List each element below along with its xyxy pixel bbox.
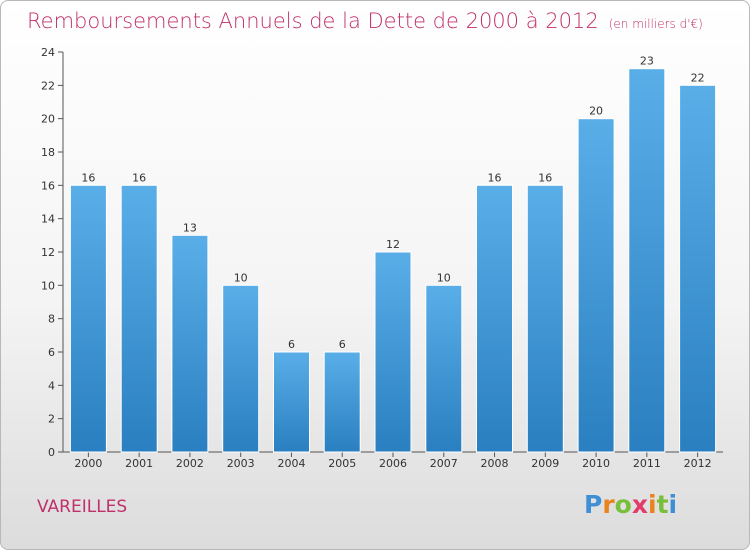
bar-2004 (273, 351, 310, 453)
bar-2009 (526, 184, 564, 453)
x-tick-label: 2011 (633, 457, 661, 470)
bar-value-label: 10 (437, 271, 451, 284)
y-tick-label: 16 (41, 179, 55, 192)
chart-unit-note: (en milliers d'€) (608, 17, 703, 31)
y-tick-label: 22 (41, 79, 55, 92)
bar-2006 (374, 251, 412, 453)
x-tick-label: 2009 (531, 457, 559, 470)
bar-value-label: 10 (234, 271, 248, 284)
x-tick-label: 2004 (277, 457, 305, 470)
proxiti-logo: Proxiti (584, 490, 678, 519)
bar-2001 (120, 184, 158, 453)
bar-2005 (323, 351, 361, 453)
y-tick-label: 10 (41, 279, 55, 292)
chart-labels: 16 2000 16 2001 13 2002 10 2003 6 2004 6 2005 12 2006… (74, 55, 711, 470)
bar-2008 (476, 184, 513, 453)
bar-value-label: 12 (386, 238, 400, 251)
y-tick-label: 18 (41, 146, 55, 159)
x-tick-label: 2007 (430, 457, 458, 470)
bar-2002 (171, 234, 209, 453)
y-tick-label: 2 (48, 413, 55, 426)
x-tick-label: 2000 (74, 457, 102, 470)
bar-value-label: 16 (538, 171, 552, 184)
bar-value-label: 13 (183, 221, 197, 234)
chart-title: Remboursements Annuels de la Dette de 20… (27, 9, 703, 33)
x-tick-label: 2001 (125, 457, 153, 470)
bar-value-label: 6 (339, 338, 346, 351)
bar-value-label: 16 (488, 171, 502, 184)
x-tick-label: 2010 (582, 457, 610, 470)
y-tick-label: 24 (41, 46, 55, 59)
chart-bars (69, 68, 717, 453)
x-tick-label: 2006 (379, 457, 407, 470)
y-tick-label: 6 (48, 346, 55, 359)
bar-value-label: 23 (640, 55, 654, 68)
chart-title-text: Remboursements Annuels de la Dette de 20… (27, 9, 599, 33)
bar-2011 (628, 68, 666, 453)
bar-2003 (222, 284, 260, 453)
x-tick-label: 2005 (328, 457, 356, 470)
bar-2007 (425, 284, 463, 453)
x-tick-label: 2003 (227, 457, 255, 470)
y-tick-label: 20 (41, 113, 55, 126)
y-tick-label: 12 (41, 246, 55, 259)
place-name: VAREILLES (37, 497, 128, 517)
x-tick-label: 2002 (176, 457, 204, 470)
x-tick-label: 2012 (684, 457, 712, 470)
y-tick-label: 14 (41, 213, 55, 226)
bar-2010 (577, 118, 615, 453)
bar-value-label: 20 (589, 105, 603, 118)
bar-2000 (69, 184, 107, 453)
y-tick-label: 0 (48, 446, 55, 459)
bar-value-label: 16 (132, 171, 146, 184)
x-tick-label: 2008 (481, 457, 509, 470)
y-tick-label: 8 (48, 313, 55, 326)
y-tick-label: 4 (48, 379, 55, 392)
bar-value-label: 16 (81, 171, 95, 184)
bar-2012 (679, 84, 717, 453)
bar-value-label: 22 (691, 71, 705, 84)
bar-value-label: 6 (288, 338, 295, 351)
